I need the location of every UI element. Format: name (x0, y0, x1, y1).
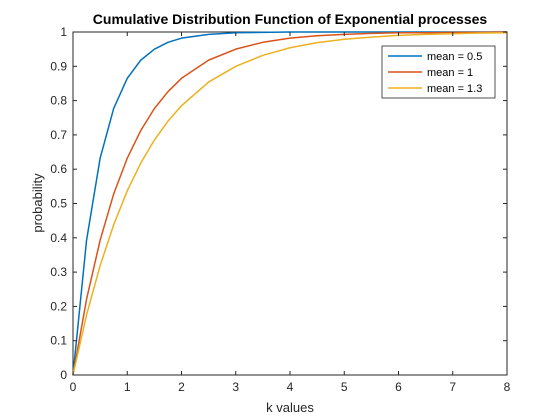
y-tick-label: 0.9 (50, 59, 67, 73)
y-axis-label: probability (30, 173, 45, 233)
x-tick-label: 5 (341, 380, 348, 394)
y-tick-label: 0.7 (50, 128, 67, 142)
legend-label-1: mean = 0.5 (427, 51, 482, 63)
y-tick-label: 0.8 (50, 94, 67, 108)
x-tick-label: 0 (70, 380, 77, 394)
x-tick-label: 1 (124, 380, 131, 394)
legend: mean = 0.5 mean = 1 mean = 1.3 (382, 46, 495, 98)
x-axis-label: k values (266, 400, 314, 415)
legend-label-3: mean = 1.3 (427, 83, 482, 95)
y-tick-label: 0.1 (50, 334, 67, 348)
x-tick-label: 4 (287, 380, 294, 394)
y-tick-label: 0.2 (50, 299, 67, 313)
chart-title: Cumulative Distribution Function of Expo… (93, 11, 488, 27)
y-tick-label: 0.3 (50, 265, 67, 279)
y-tick-label: 0.5 (50, 197, 67, 211)
x-tick-label: 7 (449, 380, 456, 394)
y-tick-label: 0 (60, 368, 67, 382)
x-tick-label: 2 (178, 380, 185, 394)
legend-label-2: mean = 1 (427, 67, 473, 79)
x-tick-label: 3 (232, 380, 239, 394)
y-tick-label: 1 (60, 25, 67, 39)
y-tick-label: 0.4 (50, 231, 67, 245)
y-tick-label: 0.6 (50, 162, 67, 176)
x-tick-label: 6 (395, 380, 402, 394)
x-tick-label: 8 (504, 380, 511, 394)
